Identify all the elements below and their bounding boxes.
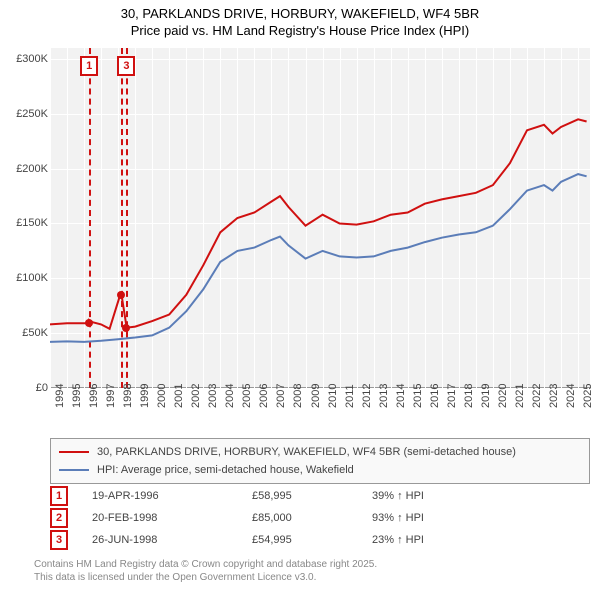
legend-swatch-hpi — [59, 469, 89, 471]
price-dot — [117, 291, 125, 299]
sale-pct: 39% ↑ HPI — [372, 490, 492, 502]
sale-marker: 1 — [50, 486, 68, 506]
title-line1: 30, PARKLANDS DRIVE, HORBURY, WAKEFIELD,… — [0, 6, 600, 23]
y-axis-label: £150K — [0, 217, 48, 229]
sale-marker: 3 — [50, 530, 68, 550]
y-axis-label: £0 — [0, 382, 48, 394]
footer-line2: This data is licensed under the Open Gov… — [34, 571, 377, 584]
sale-price: £54,995 — [252, 534, 372, 546]
chart-sale-marker: 1 — [80, 56, 98, 76]
sale-date: 19-APR-1996 — [92, 490, 252, 502]
series-price — [50, 119, 587, 328]
chart-sale-marker: 3 — [117, 56, 135, 76]
sale-pct: 23% ↑ HPI — [372, 534, 492, 546]
price-dot — [122, 324, 130, 332]
sale-price: £58,995 — [252, 490, 372, 502]
series-hpi — [50, 174, 587, 342]
legend-item: 30, PARKLANDS DRIVE, HORBURY, WAKEFIELD,… — [59, 443, 581, 461]
chart-header: 30, PARKLANDS DRIVE, HORBURY, WAKEFIELD,… — [0, 0, 600, 40]
title-line2: Price paid vs. HM Land Registry's House … — [0, 23, 600, 40]
table-row: 2 20-FEB-1998 £85,000 93% ↑ HPI — [50, 507, 492, 529]
y-axis-label: £100K — [0, 272, 48, 284]
sale-pct: 93% ↑ HPI — [372, 512, 492, 524]
footer-attribution: Contains HM Land Registry data © Crown c… — [34, 558, 377, 584]
y-axis-label: £300K — [0, 53, 48, 65]
sale-marker: 2 — [50, 508, 68, 528]
legend-label: HPI: Average price, semi-detached house,… — [97, 461, 354, 479]
y-axis-label: £50K — [0, 327, 48, 339]
chart-plot-area: 13 — [50, 48, 590, 388]
price-dot — [85, 319, 93, 327]
y-axis-label: £250K — [0, 108, 48, 120]
table-row: 3 26-JUN-1998 £54,995 23% ↑ HPI — [50, 529, 492, 551]
sale-date: 26-JUN-1998 — [92, 534, 252, 546]
sale-date: 20-FEB-1998 — [92, 512, 252, 524]
legend-box: 30, PARKLANDS DRIVE, HORBURY, WAKEFIELD,… — [50, 438, 590, 484]
footer-line1: Contains HM Land Registry data © Crown c… — [34, 558, 377, 571]
sale-price: £85,000 — [252, 512, 372, 524]
legend-swatch-price — [59, 451, 89, 453]
sales-table: 1 19-APR-1996 £58,995 39% ↑ HPI 2 20-FEB… — [50, 485, 492, 551]
y-axis-label: £200K — [0, 163, 48, 175]
legend-label: 30, PARKLANDS DRIVE, HORBURY, WAKEFIELD,… — [97, 443, 516, 461]
table-row: 1 19-APR-1996 £58,995 39% ↑ HPI — [50, 485, 492, 507]
legend-item: HPI: Average price, semi-detached house,… — [59, 461, 581, 479]
